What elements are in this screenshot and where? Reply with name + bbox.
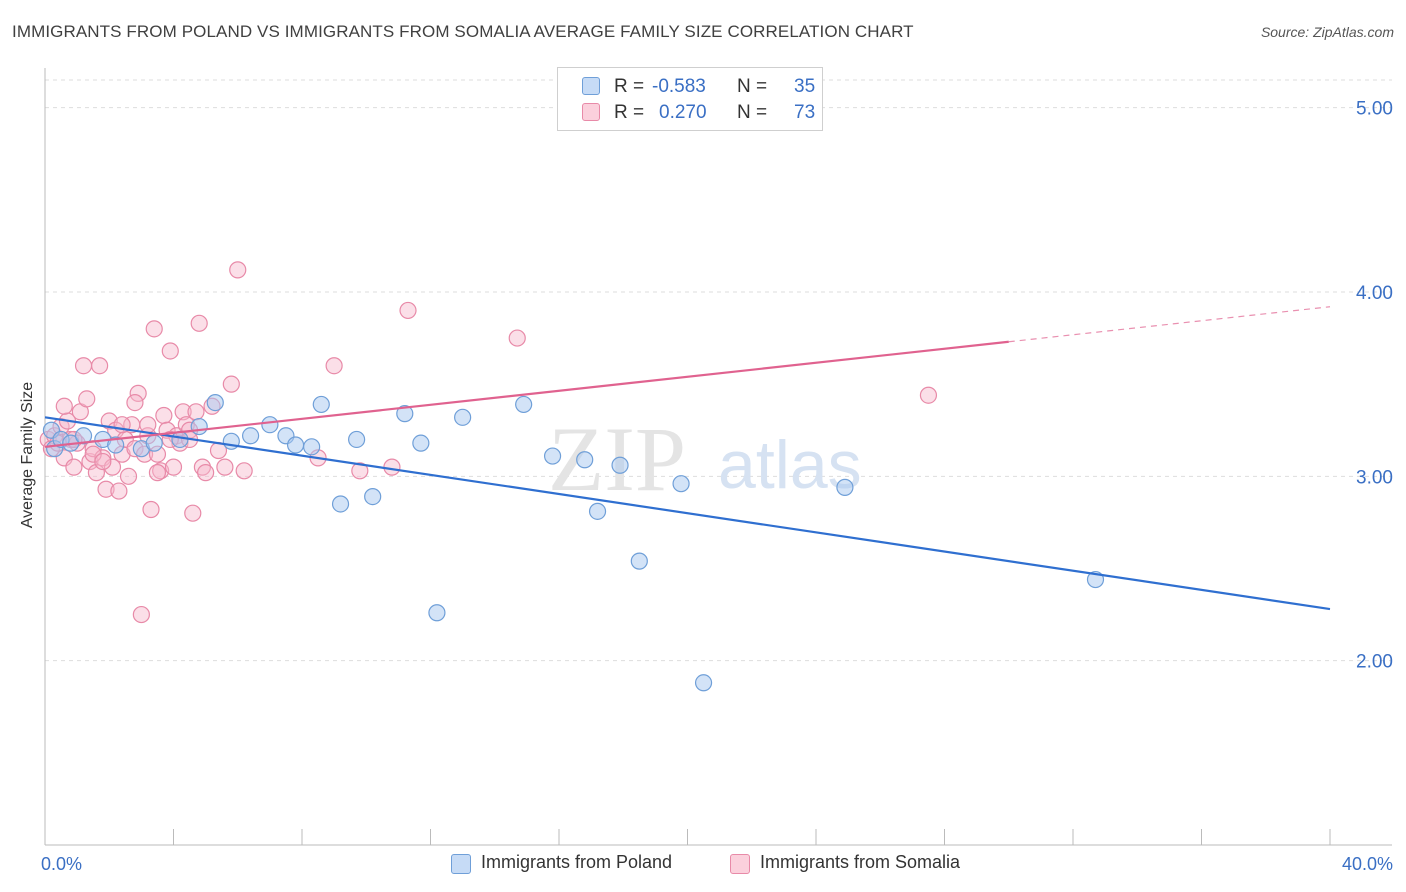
poland-point — [286, 436, 305, 454]
somalia-point — [100, 412, 118, 430]
poland-trend-line — [44, 416, 1331, 611]
poland-point — [312, 395, 330, 414]
somalia-r-value: 0.270 — [659, 102, 707, 123]
somalia-point — [126, 393, 144, 412]
somalia-point — [110, 482, 128, 500]
correlation-legend: R = -0.583 N = 35 R = 0.270 N = 73 — [557, 67, 823, 131]
poland-point — [454, 408, 472, 426]
somalia-swatch — [582, 103, 600, 121]
somalia-point — [216, 458, 234, 476]
somalia-point — [351, 462, 369, 480]
tick-labels: 2.00 3.00 4.00 5.00 0.0% 40.0% — [41, 99, 1393, 874]
somalia-point — [97, 480, 115, 498]
somalia-point — [65, 458, 83, 476]
poland-point — [107, 436, 125, 454]
somalia-point — [55, 397, 73, 415]
somalia-point — [193, 458, 212, 476]
poland-point — [171, 430, 189, 449]
y-tick-label: 3.00 — [1356, 467, 1393, 488]
poland-n-value: 35 — [794, 76, 816, 97]
poland-point — [242, 427, 260, 445]
poland-point — [576, 451, 594, 469]
poland-point — [364, 488, 382, 506]
bottom-somalia-label: Immigrants from Somalia — [760, 852, 961, 872]
poland-point — [543, 447, 562, 465]
bottom-somalia-swatch — [730, 854, 750, 874]
somalia-trend-line — [44, 340, 1009, 448]
somalia-point — [325, 357, 343, 375]
bottom-poland-swatch — [451, 854, 471, 874]
y-tick-label: 5.00 — [1356, 99, 1393, 120]
somalia-point — [94, 452, 112, 471]
poland-r-label: R = — [614, 76, 645, 97]
somalia-point — [132, 605, 150, 624]
x-tick-label-max: 40.0% — [1342, 854, 1393, 874]
somalia-point — [184, 504, 202, 522]
poland-point — [588, 502, 607, 520]
somalia-trend-extension — [1008, 306, 1331, 343]
somalia-point — [74, 357, 93, 375]
poland-point — [303, 438, 321, 456]
poland-point — [611, 456, 629, 474]
poland-point — [145, 434, 163, 452]
somalia-n-label: N = — [737, 102, 768, 123]
poland-point — [672, 475, 690, 493]
somalia-point — [919, 386, 938, 404]
poland-point — [206, 393, 224, 412]
somalia-point — [197, 464, 215, 482]
poland-r-value: -0.583 — [652, 76, 706, 97]
somalia-point — [161, 342, 179, 360]
somalia-point — [508, 329, 526, 347]
somalia-point — [78, 390, 96, 408]
bottom-poland-label: Immigrants from Poland — [481, 852, 673, 872]
poland-n-label: N = — [737, 76, 768, 97]
axes — [44, 68, 1392, 846]
trend-lines — [44, 306, 1331, 611]
somalia-point — [103, 458, 122, 476]
gridlines — [45, 79, 1392, 662]
y-tick-label: 4.00 — [1356, 283, 1393, 304]
somalia-point — [164, 458, 183, 476]
poland-points — [42, 393, 1105, 692]
somalia-point — [229, 261, 247, 279]
somalia-point — [155, 406, 173, 425]
poland-point — [190, 417, 208, 436]
somalia-point — [91, 357, 109, 375]
chart-title: IMMIGRANTS FROM POLAND VS IMMIGRANTS FRO… — [12, 22, 914, 41]
x-tick-label-min: 0.0% — [41, 854, 82, 874]
somalia-point — [148, 464, 167, 482]
somalia-point — [383, 458, 401, 476]
somalia-point — [139, 416, 157, 434]
y-tick-label: 2.00 — [1356, 652, 1393, 673]
watermark: ZIP atlas — [548, 408, 862, 510]
somalia-n-value: 73 — [794, 102, 816, 123]
somalia-r-label: R = — [614, 102, 645, 123]
somalia-point — [187, 403, 205, 421]
poland-point — [396, 405, 414, 423]
poland-point — [348, 430, 366, 449]
source-note: Source: ZipAtlas.com — [1260, 24, 1394, 40]
somalia-point — [399, 301, 417, 320]
poland-point — [74, 427, 93, 445]
poland-point — [630, 552, 648, 570]
poland-swatch — [582, 77, 600, 95]
somalia-point — [222, 375, 240, 393]
somalia-point — [142, 500, 160, 519]
poland-point — [836, 478, 854, 496]
somalia-point — [145, 320, 163, 338]
poland-point — [694, 674, 713, 692]
somalia-point — [129, 384, 147, 402]
poland-point — [515, 395, 533, 414]
poland-point — [428, 604, 446, 622]
poland-point — [261, 416, 279, 434]
somalia-point — [235, 462, 253, 480]
somalia-point — [174, 403, 192, 421]
somalia-point — [190, 314, 208, 332]
poland-point — [412, 434, 430, 452]
poland-point — [331, 495, 350, 513]
somalia-point — [119, 467, 138, 485]
